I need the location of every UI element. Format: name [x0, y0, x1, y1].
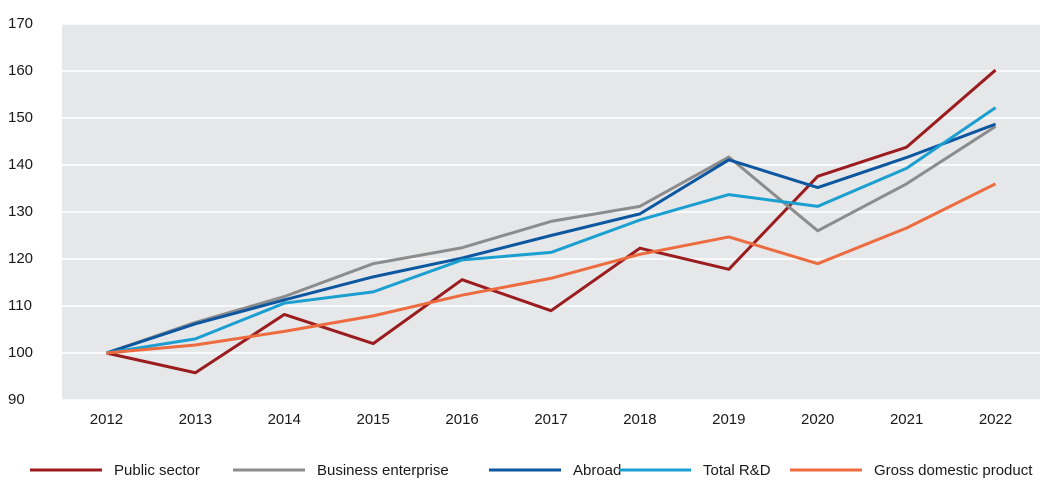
- y-tick-label: 150: [8, 109, 33, 126]
- y-tick-label: 140: [8, 156, 33, 173]
- legend-label: Business enterprise: [317, 462, 449, 479]
- x-tick-label: 2018: [623, 411, 656, 428]
- y-tick-label: 130: [8, 203, 33, 220]
- x-tick-label: 2021: [890, 411, 923, 428]
- y-tick-label: 120: [8, 250, 33, 267]
- x-tick-label: 2022: [979, 411, 1012, 428]
- x-tick-label: 2015: [356, 411, 389, 428]
- y-tick-label: 170: [8, 15, 33, 32]
- x-tick-label: 2014: [268, 411, 301, 428]
- y-tick-label: 90: [8, 391, 25, 408]
- x-tick-label: 2012: [90, 411, 123, 428]
- line-series: [105, 125, 997, 355]
- line-series: [106, 68, 997, 375]
- y-tick-label: 160: [8, 62, 33, 79]
- legend-label: Gross domestic product: [874, 462, 1033, 479]
- x-tick-label: 2017: [534, 411, 567, 428]
- x-tick-label: 2016: [445, 411, 478, 428]
- x-tick-label: 2020: [801, 411, 834, 428]
- line-series: [105, 122, 997, 355]
- legend-label: Total R&D: [703, 462, 771, 479]
- y-tick-label: 100: [8, 344, 33, 361]
- x-tick-label: 2013: [179, 411, 212, 428]
- x-tick-label: 2019: [712, 411, 745, 428]
- legend-label: Public sector: [114, 462, 200, 479]
- line-series: [106, 106, 997, 355]
- y-tick-label: 110: [8, 297, 32, 314]
- line-series: [106, 182, 997, 355]
- legend-label: Abroad: [573, 462, 621, 479]
